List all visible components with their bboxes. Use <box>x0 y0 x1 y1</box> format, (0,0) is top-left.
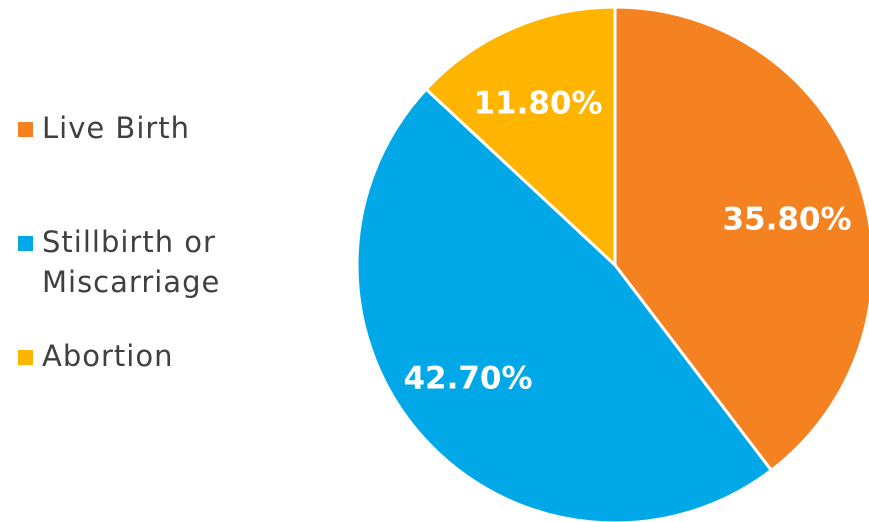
legend-label-live-birth: Live Birth <box>42 111 191 145</box>
pie-slices <box>355 5 869 522</box>
legend-item-stillbirth-or-miscarriage: Stillbirth or Miscarriage <box>18 222 262 302</box>
legend-swatch-live-birth <box>18 122 33 137</box>
legend-label-abortion: Abortion <box>42 339 174 373</box>
legend-swatch-abortion <box>18 350 33 365</box>
data-label-stillbirth-or-miscarriage: 42.70% <box>403 361 532 397</box>
data-label-abortion: 11.80% <box>473 86 602 122</box>
pie-slice-live-birth <box>613 5 869 472</box>
pie-data-labels: 35.80% 42.70% 11.80% <box>403 86 851 397</box>
legend-item-live-birth: Live Birth <box>18 108 262 148</box>
pie-slice-abortion <box>424 5 617 267</box>
data-label-live-birth: 35.80% <box>722 202 851 238</box>
legend-label-stillbirth-or-miscarriage: Stillbirth or Miscarriage <box>42 225 221 299</box>
pie-slice-stillbirth-or-miscarriage <box>355 87 773 522</box>
legend-item-abortion: Abortion <box>18 336 262 376</box>
legend-swatch-stillbirth-or-miscarriage <box>18 236 33 251</box>
